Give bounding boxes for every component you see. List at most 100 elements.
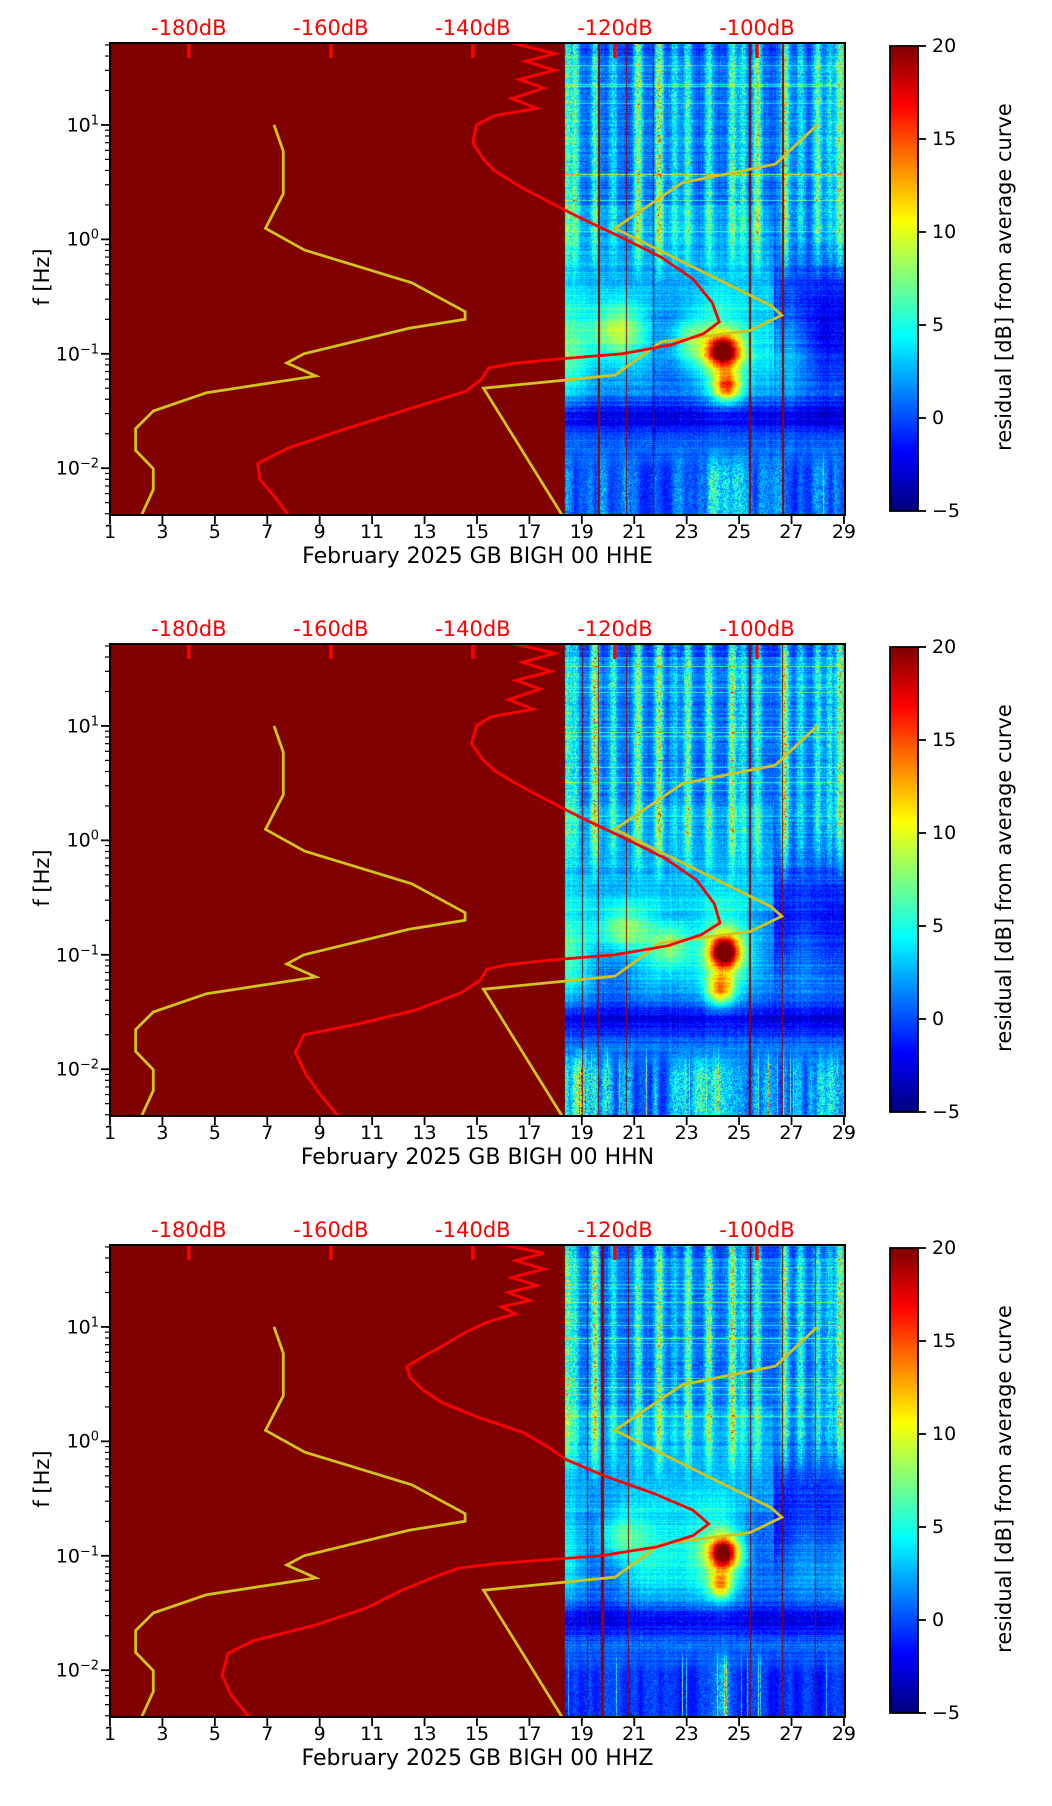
top-db-tick-label: -180dB bbox=[151, 16, 227, 40]
top-db-tick-label: -100dB bbox=[719, 16, 795, 40]
x-tick-label: 17 bbox=[517, 1723, 542, 1745]
x-tick-label: 15 bbox=[464, 1723, 490, 1745]
top-db-tick-label: -160dB bbox=[293, 16, 369, 40]
top-db-tick-label: -180dB bbox=[151, 617, 227, 641]
colorbar-frame bbox=[889, 646, 919, 1113]
x-tick-label: 27 bbox=[779, 1723, 804, 1745]
colorbar-tick-label: 15 bbox=[932, 128, 957, 150]
x-tick-label: 1 bbox=[103, 1122, 117, 1144]
x-tick-label: 19 bbox=[569, 1723, 594, 1745]
plot-title: February 2025 GB BIGH 00 HHZ bbox=[301, 1746, 654, 1771]
colorbar-tick-label: 5 bbox=[932, 1516, 945, 1538]
top-db-tick-label: -100dB bbox=[719, 1218, 795, 1242]
x-tick-label: 3 bbox=[156, 1122, 169, 1144]
y-axis-label: f [Hz] bbox=[30, 248, 54, 306]
y-tick-label: 10−1 bbox=[55, 1544, 99, 1568]
y-tick-label: 10−2 bbox=[55, 1658, 99, 1682]
colorbar-frame bbox=[889, 1247, 919, 1714]
x-tick-label: 21 bbox=[622, 521, 647, 543]
spectrogram-canvas bbox=[110, 43, 845, 515]
x-tick-label: 25 bbox=[727, 1122, 752, 1144]
colorbar-tick-label: −5 bbox=[932, 1702, 961, 1724]
x-tick-label: 3 bbox=[156, 521, 169, 543]
x-tick-label: 17 bbox=[517, 521, 542, 543]
top-db-tick-label: -140dB bbox=[435, 617, 511, 641]
y-tick-label: 100 bbox=[66, 828, 99, 853]
colorbar-tick-label: 0 bbox=[932, 407, 945, 429]
low-noise-model-curve bbox=[134, 124, 467, 515]
top-db-tick-label: -140dB bbox=[435, 1218, 511, 1242]
x-tick-label: 21 bbox=[622, 1122, 647, 1144]
colorbar-tick-label: −5 bbox=[932, 1101, 961, 1123]
spectrogram-canvas bbox=[110, 644, 845, 1116]
y-tick-label: 10−2 bbox=[55, 1057, 99, 1081]
y-tick-label: 101 bbox=[66, 714, 99, 738]
x-tick-label: 13 bbox=[412, 1122, 437, 1144]
top-db-tick-label: -120dB bbox=[577, 1218, 653, 1242]
top-db-tick-label: -160dB bbox=[293, 1218, 369, 1242]
x-tick-label: 11 bbox=[360, 1122, 385, 1144]
x-tick-label: 23 bbox=[674, 1723, 699, 1745]
x-tick-label: 1 bbox=[103, 1723, 117, 1745]
x-tick-label: 7 bbox=[261, 521, 274, 543]
colorbar-canvas bbox=[890, 1248, 918, 1713]
x-tick-label: 21 bbox=[622, 1723, 647, 1745]
y-tick-label: 101 bbox=[66, 113, 99, 137]
y-tick-label: 100 bbox=[66, 1429, 99, 1454]
colorbar-tick-label: −5 bbox=[932, 500, 961, 522]
x-tick-label: 23 bbox=[674, 1122, 699, 1144]
x-tick-label: 3 bbox=[156, 1723, 169, 1745]
x-tick-label: 5 bbox=[208, 521, 221, 543]
x-tick-label: 11 bbox=[360, 521, 385, 543]
x-tick-label: 29 bbox=[831, 521, 857, 543]
x-tick-label: 25 bbox=[727, 521, 752, 543]
x-tick-label: 9 bbox=[313, 521, 326, 543]
x-tick-label: 15 bbox=[464, 521, 490, 543]
x-tick-label: 5 bbox=[208, 1122, 221, 1144]
colorbar-tick-label: 15 bbox=[932, 1330, 957, 1352]
axes-frame bbox=[109, 1244, 846, 1718]
x-tick-label: 1 bbox=[103, 521, 117, 543]
colorbar-tick-label: 20 bbox=[932, 35, 957, 57]
x-tick-label: 7 bbox=[261, 1723, 274, 1745]
spectrogram-canvas bbox=[110, 1245, 845, 1717]
x-tick-label: 25 bbox=[727, 1723, 752, 1745]
colorbar-tick-label: 5 bbox=[932, 314, 945, 336]
x-tick-label: 9 bbox=[313, 1122, 326, 1144]
x-tick-label: 27 bbox=[779, 521, 804, 543]
top-db-tick-label: -140dB bbox=[435, 16, 511, 40]
plot-title: February 2025 GB BIGH 00 HHE bbox=[302, 544, 653, 569]
axes-overlay bbox=[101, 643, 926, 1125]
high-noise-model-curve bbox=[481, 724, 819, 1116]
top-db-tick-label: -120dB bbox=[577, 617, 653, 641]
axes-frame bbox=[109, 42, 846, 516]
x-tick-label: 9 bbox=[313, 1723, 326, 1745]
x-tick-label: 13 bbox=[412, 1723, 437, 1745]
colorbar-tick-label: 20 bbox=[932, 636, 957, 658]
psd-median-curve bbox=[220, 1245, 711, 1717]
x-tick-label: 7 bbox=[261, 1122, 274, 1144]
colorbar-tick-label: 15 bbox=[932, 729, 957, 751]
top-db-tick-label: -160dB bbox=[293, 617, 369, 641]
x-tick-label: 13 bbox=[412, 521, 437, 543]
colorbar-frame bbox=[889, 45, 919, 512]
colorbar-tick-label: 10 bbox=[932, 822, 957, 844]
colorbar-tick-label: 10 bbox=[932, 1423, 957, 1445]
colorbar-label: residual [dB] from average curve bbox=[992, 704, 1016, 1052]
top-db-tick-label: -120dB bbox=[577, 16, 653, 40]
x-tick-label: 23 bbox=[674, 521, 699, 543]
x-tick-label: 19 bbox=[569, 521, 594, 543]
subplot-hhz: f [Hz] February 2025 GB BIGH 00 HHZ resi… bbox=[0, 1202, 1052, 1804]
x-tick-label: 29 bbox=[831, 1723, 857, 1745]
colorbar-tick-label: 5 bbox=[932, 915, 945, 937]
subplot-hhe: f [Hz] February 2025 GB BIGH 00 HHE resi… bbox=[0, 0, 1052, 602]
y-tick-label: 100 bbox=[66, 227, 99, 252]
colorbar-label: residual [dB] from average curve bbox=[992, 103, 1016, 451]
y-axis-label: f [Hz] bbox=[30, 1450, 54, 1508]
colorbar-tick-label: 10 bbox=[932, 221, 957, 243]
y-tick-label: 10−1 bbox=[55, 342, 99, 366]
subplot-hhn: f [Hz] February 2025 GB BIGH 00 HHN resi… bbox=[0, 601, 1052, 1203]
psd-median-curve bbox=[293, 644, 722, 1116]
x-tick-label: 15 bbox=[464, 1122, 490, 1144]
